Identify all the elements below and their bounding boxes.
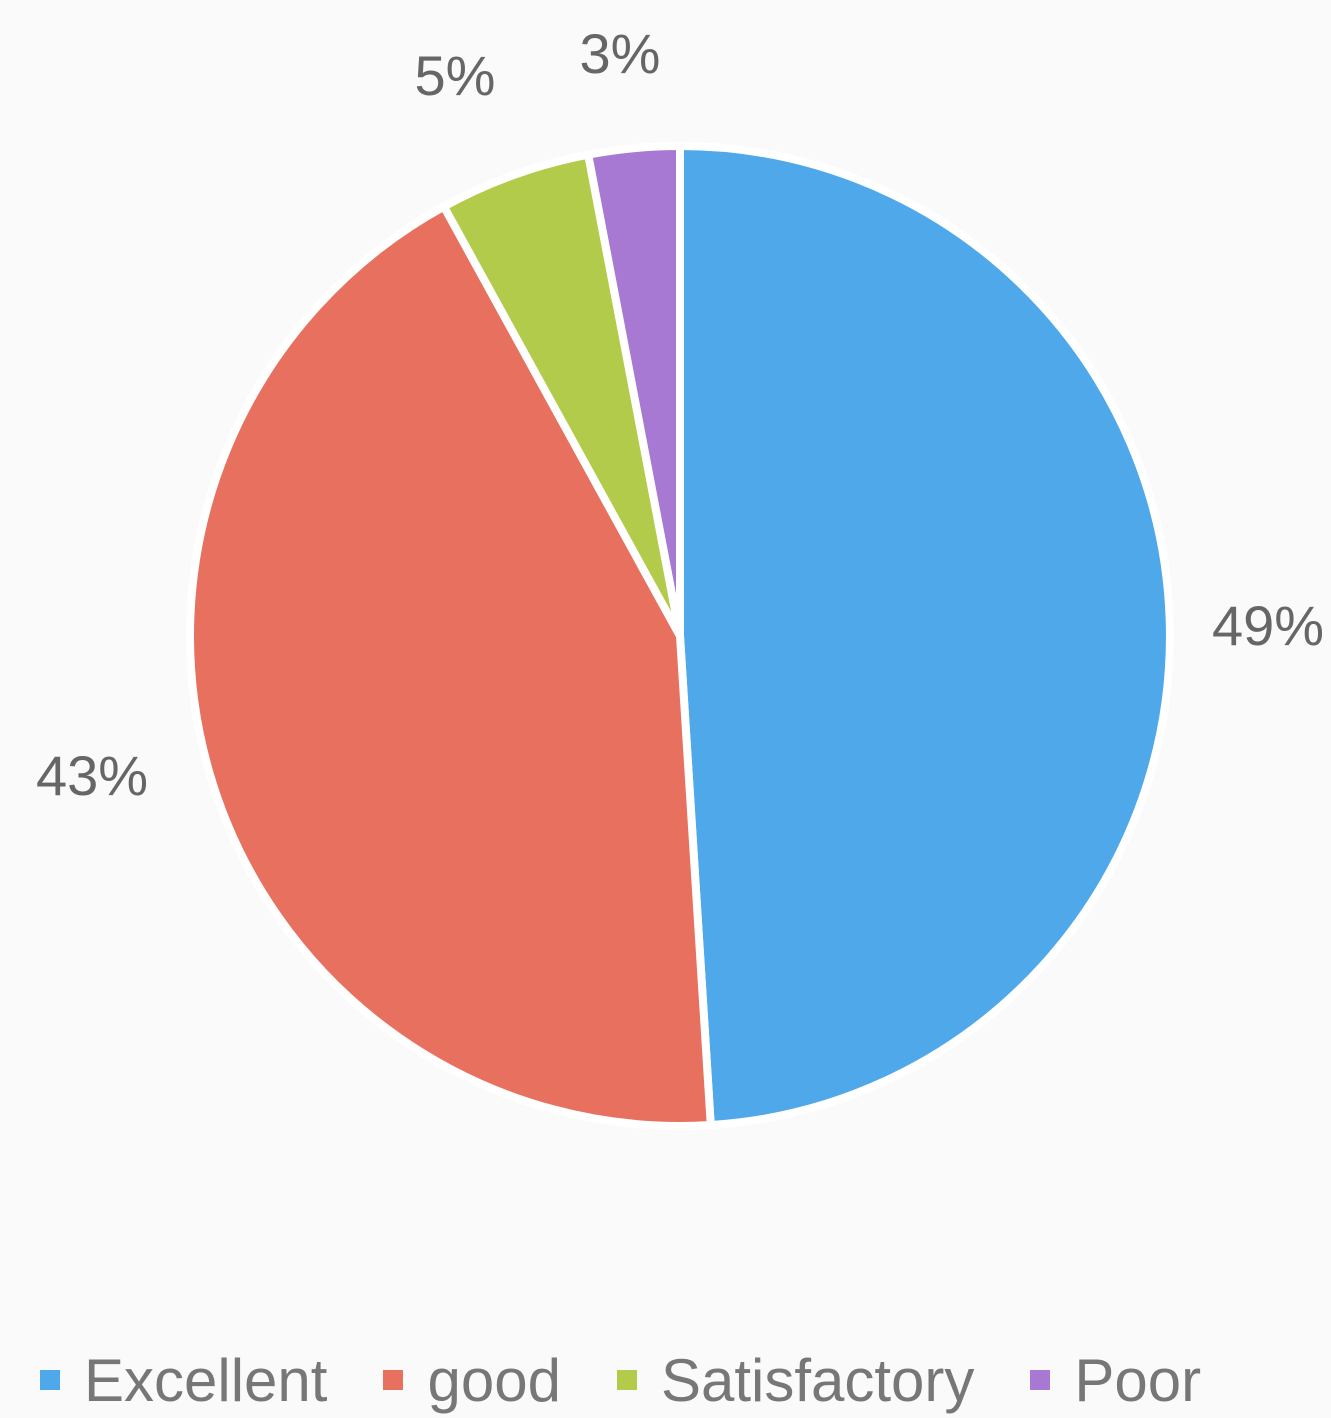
pie-slice-good bbox=[186, 202, 715, 1130]
legend-swatch-excellent bbox=[40, 1370, 60, 1390]
legend-item-poor: Poor bbox=[1030, 1346, 1201, 1415]
pie-slice-excellent bbox=[676, 142, 1174, 1130]
legend-label-excellent: Excellent bbox=[84, 1346, 328, 1414]
legend-swatch-satisfactory bbox=[616, 1370, 637, 1390]
data-label-poor: 3% bbox=[580, 22, 661, 85]
legend-item-excellent: Excellent bbox=[40, 1346, 327, 1415]
chart-legend: Excellent good Satisfactory Poor bbox=[40, 1345, 1257, 1415]
legend-label-good: good bbox=[427, 1346, 561, 1414]
legend-item-satisfactory: Satisfactory bbox=[616, 1346, 975, 1415]
data-label-satisfactory: 5% bbox=[415, 44, 496, 107]
legend-swatch-poor bbox=[1030, 1370, 1051, 1390]
legend-item-good: good bbox=[383, 1346, 561, 1415]
legend-label-poor: Poor bbox=[1074, 1346, 1202, 1414]
legend-swatch-good bbox=[383, 1370, 404, 1390]
pie-slice-poor bbox=[584, 142, 684, 640]
data-label-good: 43% bbox=[36, 744, 148, 807]
legend-label-satisfactory: Satisfactory bbox=[660, 1346, 975, 1414]
data-label-excellent: 49% bbox=[1212, 594, 1324, 657]
